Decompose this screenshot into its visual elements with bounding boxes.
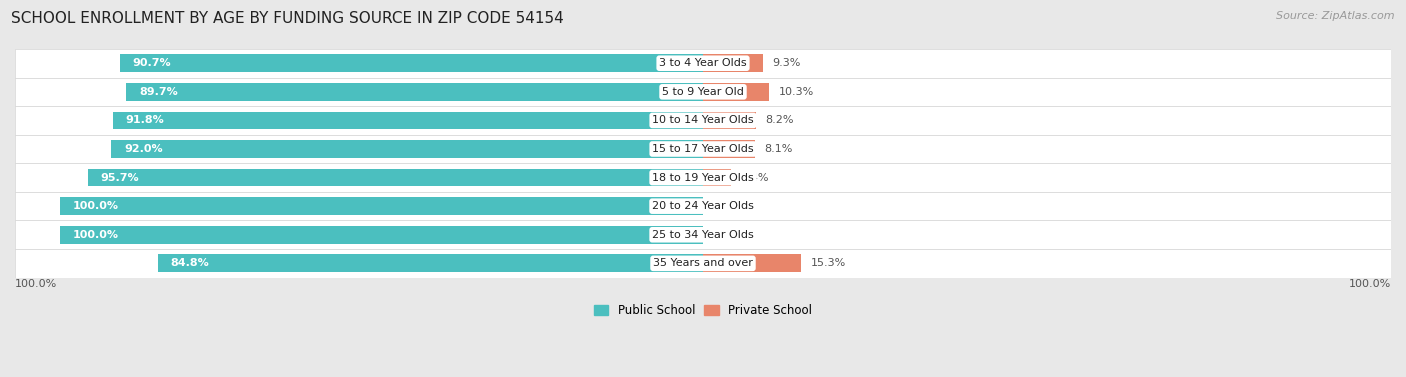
- Bar: [15, 192, 1391, 221]
- Text: 25 to 34 Year Olds: 25 to 34 Year Olds: [652, 230, 754, 240]
- Bar: [703, 112, 756, 129]
- Bar: [15, 49, 1391, 78]
- Text: SCHOOL ENROLLMENT BY AGE BY FUNDING SOURCE IN ZIP CODE 54154: SCHOOL ENROLLMENT BY AGE BY FUNDING SOUR…: [11, 11, 564, 26]
- Bar: [15, 135, 1391, 163]
- Bar: [60, 226, 703, 244]
- Bar: [703, 254, 801, 272]
- Bar: [127, 83, 703, 101]
- Bar: [15, 106, 1391, 135]
- Text: 100.0%: 100.0%: [73, 230, 120, 240]
- Bar: [15, 78, 1391, 106]
- Bar: [15, 221, 1391, 249]
- Text: 90.7%: 90.7%: [132, 58, 172, 68]
- Text: 100.0%: 100.0%: [15, 279, 58, 289]
- Bar: [120, 54, 703, 72]
- Text: 91.8%: 91.8%: [125, 115, 165, 126]
- Text: 3 to 4 Year Olds: 3 to 4 Year Olds: [659, 58, 747, 68]
- Text: 10 to 14 Year Olds: 10 to 14 Year Olds: [652, 115, 754, 126]
- Text: Source: ZipAtlas.com: Source: ZipAtlas.com: [1277, 11, 1395, 21]
- Bar: [703, 83, 769, 101]
- Text: 35 Years and over: 35 Years and over: [652, 258, 754, 268]
- Bar: [703, 54, 763, 72]
- Text: 10.3%: 10.3%: [779, 87, 814, 97]
- Text: 15 to 17 Year Olds: 15 to 17 Year Olds: [652, 144, 754, 154]
- Text: 15.3%: 15.3%: [811, 258, 846, 268]
- Bar: [15, 249, 1391, 277]
- Text: 92.0%: 92.0%: [124, 144, 163, 154]
- Text: 18 to 19 Year Olds: 18 to 19 Year Olds: [652, 173, 754, 182]
- Text: 5 to 9 Year Old: 5 to 9 Year Old: [662, 87, 744, 97]
- Text: 4.4%: 4.4%: [741, 173, 769, 182]
- Text: 0.0%: 0.0%: [713, 201, 741, 211]
- Text: 8.2%: 8.2%: [765, 115, 794, 126]
- Bar: [703, 140, 755, 158]
- Bar: [703, 169, 731, 187]
- Text: 0.0%: 0.0%: [713, 230, 741, 240]
- Text: 9.3%: 9.3%: [772, 58, 801, 68]
- Text: 8.1%: 8.1%: [765, 144, 793, 154]
- Bar: [157, 254, 703, 272]
- Text: 89.7%: 89.7%: [139, 87, 177, 97]
- Legend: Public School, Private School: Public School, Private School: [589, 300, 817, 322]
- Text: 20 to 24 Year Olds: 20 to 24 Year Olds: [652, 201, 754, 211]
- Text: 95.7%: 95.7%: [100, 173, 139, 182]
- Bar: [60, 197, 703, 215]
- Bar: [112, 112, 703, 129]
- Bar: [111, 140, 703, 158]
- Bar: [87, 169, 703, 187]
- Bar: [15, 163, 1391, 192]
- Text: 100.0%: 100.0%: [1348, 279, 1391, 289]
- Text: 100.0%: 100.0%: [73, 201, 120, 211]
- Text: 84.8%: 84.8%: [170, 258, 209, 268]
